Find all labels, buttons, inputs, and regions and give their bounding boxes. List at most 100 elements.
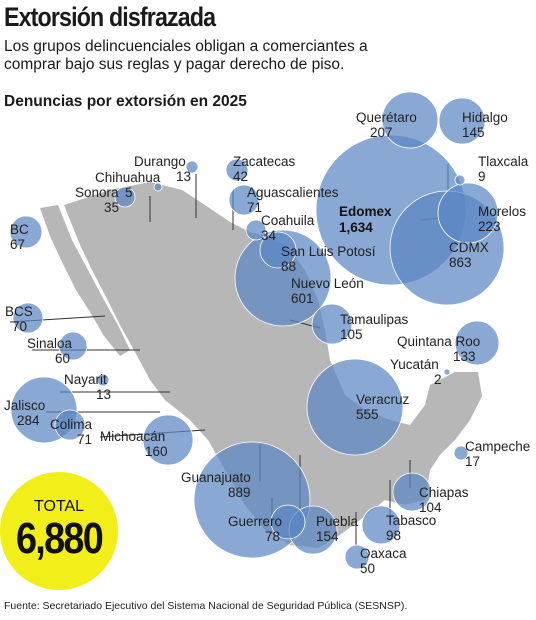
bubble-hidalgo bbox=[438, 97, 486, 145]
bubble-sonora bbox=[114, 186, 136, 208]
label-coahuila-name: Coahuila bbox=[261, 213, 315, 228]
label-queretaro-value: 207 bbox=[370, 125, 393, 140]
bubble-chihuahua bbox=[153, 182, 163, 192]
label-campeche-value: 17 bbox=[465, 454, 480, 469]
label-veracruz-name: Veracruz bbox=[356, 392, 410, 407]
label-tlaxcala-value: 9 bbox=[478, 169, 486, 184]
source-note: Fuente: Secretariado Ejecutivo del Siste… bbox=[4, 600, 408, 612]
bubble-veracruz bbox=[306, 358, 404, 456]
bubble-yucatan bbox=[443, 368, 451, 376]
label-sonora-value: 35 bbox=[104, 200, 119, 215]
label-campeche-name: Campeche bbox=[465, 439, 530, 454]
state-labels: Querétaro 207 Hidalgo 145 Durango 13 Zac… bbox=[4, 110, 530, 576]
label-sinaloa-name: Sinaloa bbox=[27, 336, 73, 351]
label-slp-name: San Luis Potosí bbox=[281, 244, 376, 259]
mainland-shape bbox=[64, 182, 482, 548]
label-hidalgo-value: 145 bbox=[462, 125, 485, 140]
bubble-colima bbox=[54, 409, 86, 441]
label-guanajuato-name: Guanajuato bbox=[181, 470, 251, 485]
label-oaxaca-name: Oaxaca bbox=[360, 546, 407, 561]
section-heading: Denuncias por extorsión en 2025 bbox=[4, 93, 247, 110]
label-nuevo-leon-name: Nuevo León bbox=[291, 276, 364, 291]
label-aguascalientes-name: Aguascalientes bbox=[247, 185, 339, 200]
bubble-chiapas bbox=[392, 472, 432, 512]
bubble-nayarit bbox=[96, 373, 110, 387]
label-yucatan-name: Yucatán bbox=[390, 357, 439, 372]
label-edomex-value: 1,634 bbox=[339, 220, 373, 235]
label-slp-value: 88 bbox=[281, 259, 296, 274]
label-quintana-roo-name: Quintana Roo bbox=[397, 334, 480, 349]
bubble-oaxaca bbox=[344, 544, 370, 570]
label-sinaloa-value: 60 bbox=[55, 351, 70, 366]
bubbles bbox=[9, 91, 505, 570]
bubble-morelos bbox=[437, 182, 499, 244]
bubble-durango bbox=[185, 160, 199, 174]
label-oaxaca-value: 50 bbox=[360, 561, 375, 576]
label-morelos-name: Morelos bbox=[478, 204, 526, 219]
label-hidalgo-name: Hidalgo bbox=[462, 110, 508, 125]
total-value: 6,880 bbox=[15, 514, 104, 563]
bubble-bcs bbox=[12, 302, 44, 334]
label-guanajuato-value: 889 bbox=[228, 485, 251, 500]
label-bcs-name: BCS bbox=[5, 304, 33, 319]
label-durango-value: 13 bbox=[176, 169, 191, 184]
land-shapes bbox=[40, 182, 482, 548]
label-jalisco-value: 284 bbox=[17, 413, 40, 428]
label-zacatecas-value: 42 bbox=[233, 169, 248, 184]
bubble-nuevo-leon bbox=[234, 229, 332, 327]
label-sonora-name: Sonora bbox=[75, 185, 119, 200]
bubble-aguascalientes bbox=[228, 184, 260, 216]
label-tlaxcala-name: Tlaxcala bbox=[478, 154, 529, 169]
bubble-sinaloa bbox=[58, 331, 88, 361]
total-label: TOTAL bbox=[33, 498, 85, 515]
label-guerrero-name: Guerrero bbox=[228, 514, 282, 529]
label-tamaulipas-name: Tamaulipas bbox=[340, 312, 409, 327]
total-badge bbox=[0, 472, 118, 590]
label-michoacan-name: Michoacán bbox=[100, 429, 165, 444]
label-queretaro-name: Querétaro bbox=[356, 110, 417, 125]
bubble-guerrero bbox=[270, 504, 306, 540]
bubble-coahuila bbox=[245, 219, 267, 241]
bubble-michoacan bbox=[142, 414, 194, 466]
label-yucatan-value: 2 bbox=[434, 372, 442, 387]
label-chihuahua-value: 5 bbox=[125, 185, 133, 200]
bubble-campeche bbox=[453, 445, 469, 461]
label-colima-value: 71 bbox=[77, 432, 92, 447]
label-quintana-roo-value: 133 bbox=[453, 349, 476, 364]
label-guerrero-value: 78 bbox=[265, 529, 280, 544]
map-title: Extorsión disfrazada bbox=[4, 2, 216, 32]
label-tabasco-name: Tabasco bbox=[386, 513, 436, 528]
label-cdmx-name: CDMX bbox=[449, 240, 489, 255]
label-edomex-name: Edomex bbox=[339, 204, 392, 219]
label-nuevo-leon-value: 601 bbox=[291, 291, 314, 306]
bubble-tabasco bbox=[361, 505, 401, 545]
baja-california-shape bbox=[40, 205, 130, 356]
label-michoacan-value: 160 bbox=[145, 444, 168, 459]
label-colima-name: Colima bbox=[50, 417, 93, 432]
label-tamaulipas-value: 105 bbox=[340, 327, 363, 342]
bubble-quintana-roo bbox=[454, 320, 500, 366]
bubble-queretaro bbox=[381, 91, 439, 149]
label-bc-value: 67 bbox=[10, 237, 25, 252]
label-nayarit-value: 13 bbox=[96, 387, 111, 402]
label-nayarit-name: Nayarit bbox=[64, 372, 107, 387]
bubble-tamaulipas bbox=[311, 303, 353, 345]
label-coahuila-value: 34 bbox=[261, 228, 277, 243]
label-tabasco-value: 98 bbox=[386, 528, 401, 543]
bubble-zacatecas bbox=[225, 158, 249, 182]
bubble-tlaxcala bbox=[454, 174, 466, 186]
label-cdmx-value: 863 bbox=[449, 255, 472, 270]
label-chihuahua-name: Chihuahua bbox=[95, 170, 161, 185]
label-morelos-value: 223 bbox=[478, 219, 501, 234]
label-puebla-value: 154 bbox=[316, 529, 339, 544]
label-jalisco-name: Jalisco bbox=[4, 398, 45, 413]
label-chiapas-name: Chiapas bbox=[419, 485, 469, 500]
label-durango-name: Durango bbox=[134, 154, 186, 169]
bubble-bc bbox=[9, 215, 43, 249]
label-bc-name: BC bbox=[10, 222, 29, 237]
mexico-map: Querétaro 207 Hidalgo 145 Durango 13 Zac… bbox=[4, 91, 530, 576]
label-zacatecas-name: Zacatecas bbox=[233, 154, 296, 169]
map-subtitle: Los grupos delincuenciales obligan a com… bbox=[4, 38, 368, 73]
label-veracruz-value: 555 bbox=[356, 407, 379, 422]
label-bcs-value: 70 bbox=[12, 319, 27, 334]
